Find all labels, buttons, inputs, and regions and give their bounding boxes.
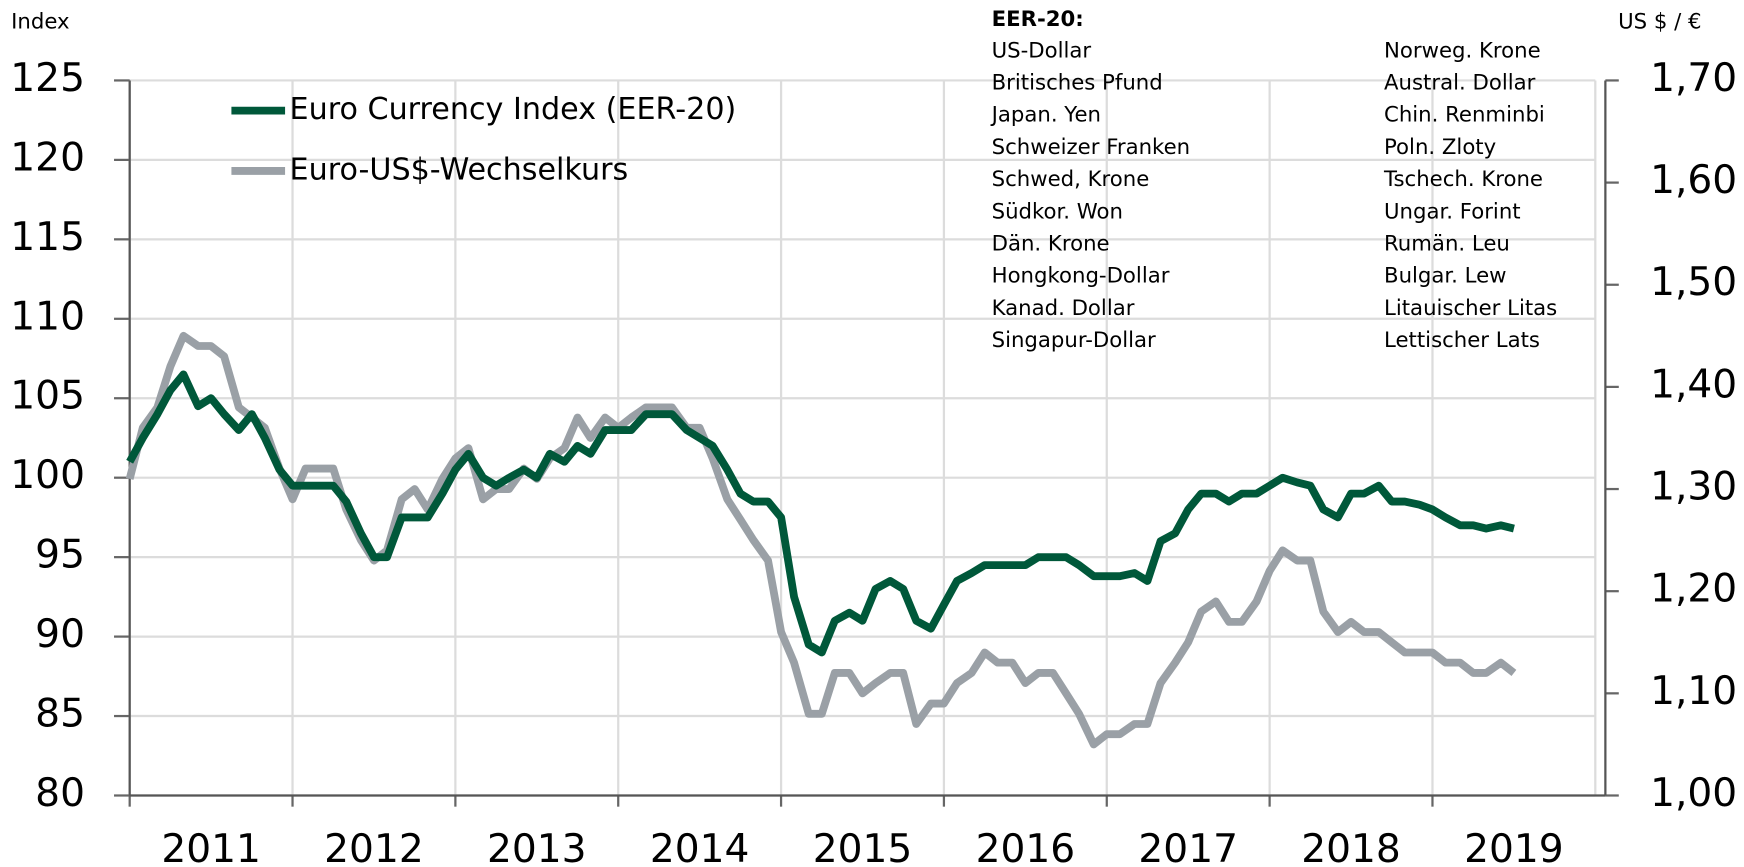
y2-tick-label: 1,00 <box>1650 771 1737 816</box>
y-tick-label: 120 <box>10 135 85 180</box>
x-tick-label: 2012 <box>324 827 424 867</box>
y-axis-label: Index <box>11 9 69 34</box>
list-item: Norweg. Krone <box>1384 38 1541 63</box>
y2-tick-label: 1,30 <box>1650 465 1737 510</box>
y2-axis-label: US $ / € <box>1618 9 1701 34</box>
x-tick-label: 2019 <box>1464 827 1564 867</box>
series-line <box>126 370 1515 657</box>
list-item: Bulgar. Lew <box>1384 264 1507 289</box>
x-tick-label: 2013 <box>487 827 587 867</box>
x-tick-label: 2017 <box>1138 827 1238 867</box>
list-item: Schwed, Krone <box>992 167 1150 192</box>
y2-tick-label: 1,20 <box>1650 567 1737 612</box>
y2-tick-label: 1,40 <box>1650 362 1737 407</box>
y-tick-label: 110 <box>10 294 85 339</box>
x-tick-label: 2015 <box>813 827 913 867</box>
list-item: Austral. Dollar <box>1384 71 1536 96</box>
y-tick-label: 115 <box>10 215 85 260</box>
list-item: Hongkong-Dollar <box>992 264 1170 289</box>
y-tick-label: 105 <box>10 374 85 419</box>
legend-label: Euro-US$-Wechselkurs <box>290 152 629 187</box>
y-tick-label: 100 <box>10 453 85 498</box>
y2-tick-label: 1,60 <box>1650 158 1737 203</box>
x-tick-label: 2016 <box>976 827 1076 867</box>
y2-tick-label: 1,10 <box>1650 669 1737 714</box>
y-tick-label: 125 <box>10 56 85 101</box>
y-tick-label: 90 <box>35 612 85 657</box>
y-tick-label: 80 <box>35 771 85 816</box>
y-tick-label: 95 <box>35 533 85 578</box>
list-item: Ungar. Forint <box>1384 199 1521 224</box>
x-tick-label: 2011 <box>161 827 261 867</box>
list-item: Singapur-Dollar <box>992 328 1156 353</box>
list-item: Litauischer Litas <box>1384 296 1557 321</box>
y2-tick-label: 1,70 <box>1650 56 1737 101</box>
list-item: Rumän. Leu <box>1384 231 1510 256</box>
list-item: Japan. Yen <box>990 103 1101 128</box>
list-item: Südkor. Won <box>992 199 1123 224</box>
list-item: US-Dollar <box>992 38 1092 63</box>
list-item: Chin. Renminbi <box>1384 103 1545 128</box>
list-title: EER-20: <box>992 7 1084 32</box>
list-item: Kanad. Dollar <box>992 296 1135 321</box>
list-item: Lettischer Lats <box>1384 328 1540 353</box>
list-item: Britisches Pfund <box>992 71 1163 96</box>
legend-label: Euro Currency Index (EER-20) <box>290 92 737 127</box>
list-item: Dän. Krone <box>992 231 1110 256</box>
list-item: Schweizer Franken <box>992 135 1190 160</box>
list-item: Tschech. Krone <box>1383 167 1543 192</box>
x-tick-label: 2018 <box>1301 827 1401 867</box>
x-tick-label: 2014 <box>650 827 750 867</box>
list-item: Poln. Zloty <box>1384 135 1496 160</box>
y-tick-label: 85 <box>35 692 85 737</box>
y2-tick-label: 1,50 <box>1650 260 1737 305</box>
